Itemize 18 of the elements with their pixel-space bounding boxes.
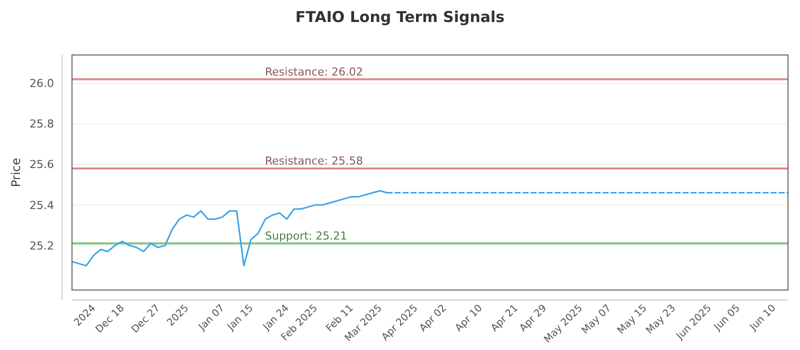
- y-tick-label: 25.8: [30, 118, 54, 131]
- x-tick-label: Jun 10: [747, 302, 778, 334]
- y-tick-label: 25.6: [30, 158, 54, 172]
- x-tick-label: Dec 27: [130, 302, 163, 336]
- x-tick-label: Jun 05: [712, 302, 742, 334]
- y-tick-label: 25.2: [30, 239, 54, 252]
- y-tick-label: 25.4: [30, 198, 54, 212]
- chart-title: FTAIO Long Term Signals: [295, 8, 505, 26]
- ref-line-label: Support: 25.21: [265, 229, 348, 242]
- x-tick-label: Jan 07: [196, 302, 227, 334]
- ref-line-label: Resistance: 25.58: [265, 154, 363, 168]
- x-tick-label: Apr 10: [453, 302, 485, 334]
- y-tick-label: 26.0: [30, 77, 54, 90]
- x-tick-label: Jan 15: [224, 302, 256, 334]
- y-axis-title: Price: [9, 158, 23, 188]
- x-tick-label: Apr 02: [418, 302, 449, 334]
- ref-line-label: Resistance: 26.02: [265, 65, 363, 78]
- x-tick-label: Dec 18: [94, 302, 127, 336]
